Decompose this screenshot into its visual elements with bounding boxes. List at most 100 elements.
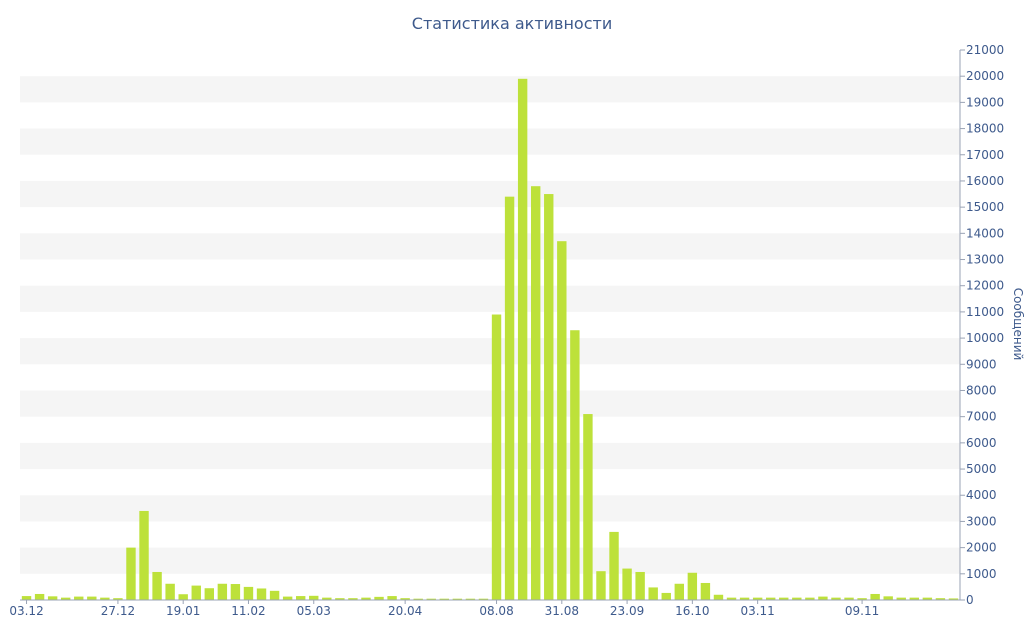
bar[interactable] [805,597,815,600]
bar[interactable] [857,598,867,600]
y-tick-label: 12000 [966,279,1004,293]
bar[interactable] [465,598,476,600]
bar[interactable] [909,597,920,600]
bar[interactable] [400,598,410,600]
grid-band [20,442,960,470]
y-tick-label: 21000 [966,43,1004,57]
bar[interactable] [269,590,280,600]
bar[interactable] [713,594,724,600]
bar[interactable] [530,186,541,600]
bar[interactable] [126,547,136,600]
bar[interactable] [152,571,162,600]
bar[interactable] [792,597,802,600]
bar[interactable] [374,596,384,600]
bar[interactable] [165,583,175,600]
x-tick-label: 19.01 [166,604,200,618]
y-tick-label: 6000 [966,436,997,450]
bar[interactable] [361,597,371,600]
bar[interactable] [387,596,397,600]
y-tick-label: 3000 [966,514,997,528]
bar[interactable] [295,596,306,600]
bar[interactable] [256,588,267,600]
bar[interactable] [282,596,293,600]
x-tick-label: 05.03 [297,604,331,618]
bar[interactable] [831,597,841,600]
bar[interactable] [583,414,593,600]
bar[interactable] [635,571,645,600]
x-tick-label: 31.08 [545,604,579,618]
x-tick-label: 20.04 [388,604,422,618]
bar[interactable] [609,531,619,600]
x-tick-label: 09.11 [845,604,879,618]
bar[interactable] [178,594,188,600]
bar[interactable] [113,598,123,600]
bar[interactable] [60,597,71,600]
y-tick-label: 4000 [966,488,997,502]
bar[interactable] [765,597,776,600]
bar[interactable] [922,597,933,600]
x-tick-label: 03.11 [740,604,774,618]
bar[interactable] [217,583,228,600]
bar[interactable] [687,572,698,600]
y-tick-label: 20000 [966,69,1004,83]
bar[interactable] [491,314,502,600]
y-tick-label: 11000 [966,305,1004,319]
bar[interactable] [34,593,45,600]
bar[interactable] [413,598,423,600]
bar[interactable] [335,598,345,600]
bar[interactable] [700,582,711,600]
y-tick-label: 0 [966,593,974,607]
y-tick-label: 9000 [966,357,997,371]
bar[interactable] [204,588,215,600]
bar[interactable] [504,196,515,600]
bar[interactable] [779,597,789,600]
x-tick-label: 16.10 [675,604,709,618]
bar[interactable] [478,598,489,600]
bar[interactable] [100,597,110,600]
bar[interactable] [622,568,632,600]
bar[interactable] [648,587,658,600]
bar[interactable] [596,571,606,600]
y-axis: 0 1000 2000 3000 4000 5000 6000 7000 8000 9000 100… [959,43,1004,607]
grid-band [20,233,960,260]
bar[interactable] [739,597,750,600]
bar[interactable] [752,597,763,600]
bar[interactable] [544,194,554,601]
bar[interactable] [870,593,880,600]
bar[interactable] [426,598,436,600]
grid-band [20,390,960,417]
bar[interactable] [570,330,580,600]
bar[interactable] [47,596,58,600]
bar[interactable] [948,598,959,600]
bar[interactable] [844,597,854,600]
bar[interactable] [74,596,84,600]
bar[interactable] [883,596,893,600]
bar[interactable] [557,241,567,600]
bar[interactable] [661,592,671,600]
y-tick-label: 2000 [966,541,997,555]
grid-bands [20,76,960,574]
bar[interactable] [517,78,528,601]
bar[interactable] [139,510,149,600]
bar[interactable] [452,598,463,600]
bar[interactable] [309,595,319,600]
grid-band [20,338,960,365]
bar[interactable] [87,596,97,600]
grid-band [20,285,960,312]
x-axis: 03.12 27.12 19.01 11.02 05.03 20.04 08.08 31.08… [9,599,960,618]
bar[interactable] [674,583,685,600]
bar[interactable] [935,598,946,600]
bar[interactable] [818,596,828,600]
x-tick-label: 27.12 [101,604,135,618]
bar[interactable] [243,586,254,600]
bar[interactable] [439,598,450,600]
bar[interactable] [230,584,241,600]
bar[interactable] [191,585,201,600]
bar[interactable] [348,598,358,600]
x-tick-label: 11.02 [231,604,265,618]
bar[interactable] [726,597,737,600]
bar[interactable] [322,597,332,600]
bar[interactable] [896,597,906,600]
bar[interactable] [21,596,32,600]
